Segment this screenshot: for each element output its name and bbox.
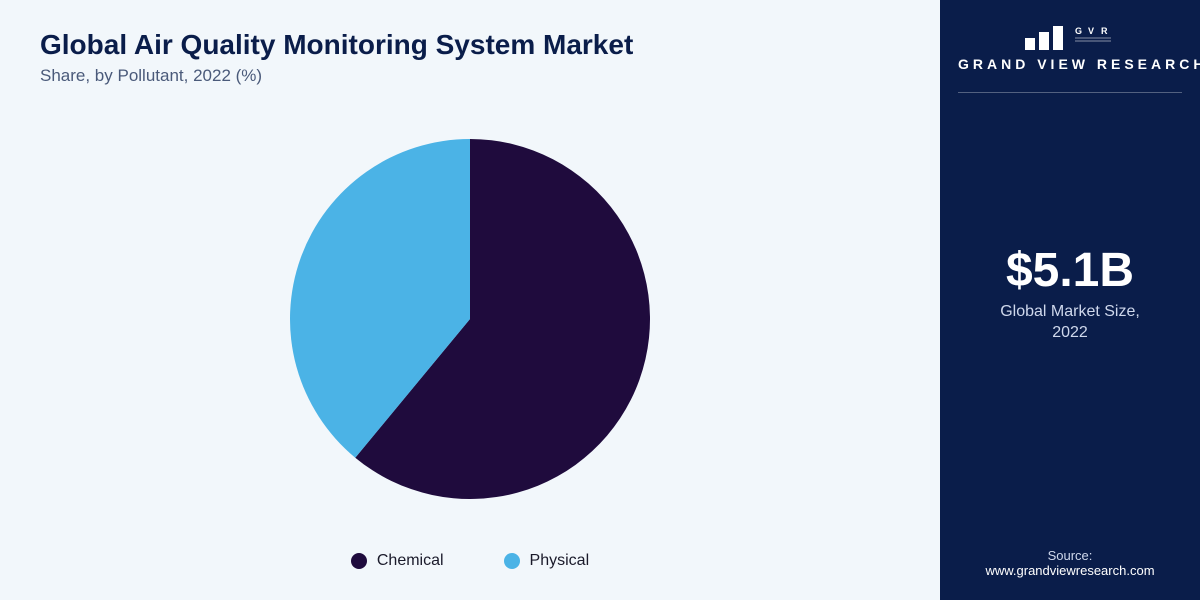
pie-chart xyxy=(290,139,650,499)
legend-label-chemical: Chemical xyxy=(377,552,444,570)
main-panel: Global Air Quality Monitoring System Mar… xyxy=(0,0,940,600)
source-block: Source: www.grandviewresearch.com xyxy=(940,548,1200,578)
market-stat: $5.1B Global Market Size, 2022 xyxy=(1000,243,1140,344)
chart-subtitle: Share, by Pollutant, 2022 (%) xyxy=(40,66,900,86)
brand-logo: G V R GRAND VIEW RESEARCH xyxy=(958,24,1182,72)
legend-swatch-chemical xyxy=(351,553,367,569)
divider xyxy=(958,92,1182,93)
legend: Chemical Physical xyxy=(40,552,900,580)
legend-item-chemical: Chemical xyxy=(351,552,444,570)
chart-title: Global Air Quality Monitoring System Mar… xyxy=(40,28,900,62)
stat-label: Global Market Size, 2022 xyxy=(1000,302,1140,344)
svg-text:G: G xyxy=(1075,26,1082,36)
legend-item-physical: Physical xyxy=(504,552,590,570)
source-url: www.grandviewresearch.com xyxy=(940,563,1200,578)
legend-label-physical: Physical xyxy=(530,552,590,570)
svg-text:V: V xyxy=(1088,26,1094,36)
legend-swatch-physical xyxy=(504,553,520,569)
source-label: Source: xyxy=(940,548,1200,563)
chart-area xyxy=(40,86,900,552)
logo-bars-icon: G V R xyxy=(1025,24,1115,50)
side-panel: G V R GRAND VIEW RESEARCH $5.1B Global M… xyxy=(940,0,1200,600)
stat-value: $5.1B xyxy=(1000,243,1140,298)
svg-text:R: R xyxy=(1101,26,1108,36)
logo-text: GRAND VIEW RESEARCH xyxy=(958,56,1182,72)
